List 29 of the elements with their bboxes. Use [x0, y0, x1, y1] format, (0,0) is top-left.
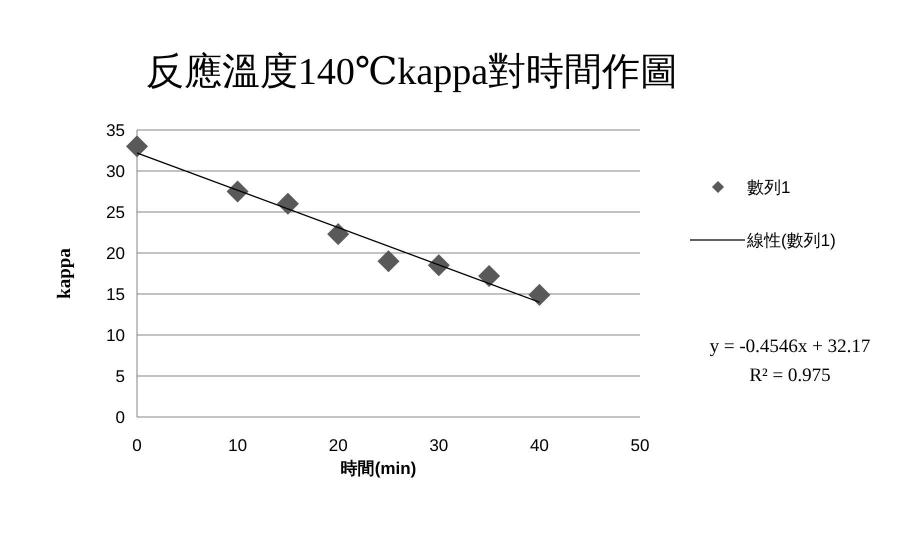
point — [226, 180, 249, 202]
legend-label: 數列1 — [747, 178, 790, 197]
y-tick-label: 20 — [106, 244, 125, 263]
x-tick-label: 10 — [228, 436, 248, 455]
y-tick-label: 5 — [116, 367, 125, 386]
y-tick-label: 30 — [106, 162, 125, 181]
text: R² = 0.975 — [749, 365, 831, 386]
point — [528, 284, 550, 306]
x-tick-label: 20 — [328, 436, 348, 455]
chart-title: 反應溫度140℃kappa對時間作圖 — [146, 51, 678, 93]
point — [378, 250, 400, 272]
point — [276, 192, 299, 215]
y-tick-label: 25 — [106, 203, 125, 222]
point — [327, 223, 350, 246]
x-tick-label: 40 — [530, 436, 549, 455]
point — [478, 264, 500, 287]
text: y = -0.4546x + 32.17 — [710, 336, 870, 357]
y-axis-title: kappa — [54, 248, 75, 299]
y-tick-label: 0 — [116, 408, 125, 427]
y-tick-label: 10 — [106, 326, 125, 345]
y-tick-label: 35 — [106, 121, 125, 140]
x-tick-label: 50 — [630, 436, 650, 455]
y-tick-label: 15 — [106, 285, 125, 304]
point — [428, 254, 450, 276]
point — [126, 135, 148, 158]
x-tick-label: 30 — [429, 436, 448, 455]
x-axis-title: 時間(min) — [340, 459, 416, 478]
legend-label: 線性(數列1) — [746, 231, 836, 250]
x-tick-label: 0 — [132, 436, 142, 455]
